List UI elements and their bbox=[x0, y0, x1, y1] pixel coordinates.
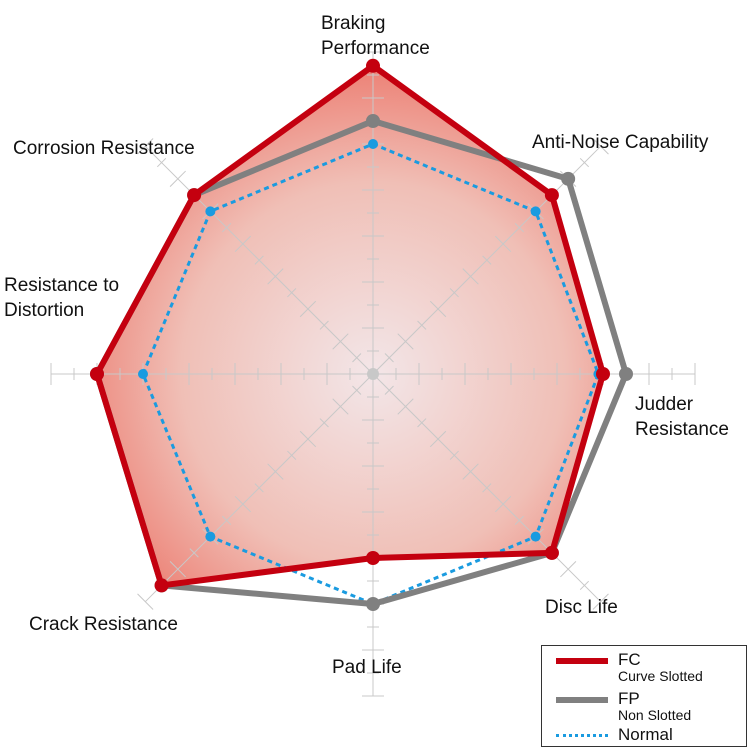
grid-tick bbox=[254, 255, 264, 265]
grid-tick bbox=[449, 288, 459, 298]
grid-tick bbox=[449, 450, 459, 460]
data-point-fc bbox=[187, 188, 202, 203]
legend-label-fp: FP bbox=[618, 689, 640, 708]
grid-tick bbox=[429, 300, 447, 318]
grid-tick bbox=[384, 385, 394, 395]
grid-tick bbox=[384, 353, 394, 363]
grid-tick bbox=[579, 157, 590, 168]
data-point-fc bbox=[544, 188, 559, 203]
grid-tick bbox=[234, 495, 252, 513]
grid-tick bbox=[319, 418, 329, 428]
axis-label-pad-life: Pad Life bbox=[332, 657, 402, 678]
grid-tick bbox=[494, 495, 512, 513]
axis-label-corrosion-resistance: Corrosion Resistance bbox=[13, 138, 195, 159]
grid-tick bbox=[417, 418, 427, 428]
series-line-normal bbox=[141, 142, 600, 606]
grid-tick bbox=[189, 548, 199, 558]
data-point-fc bbox=[90, 367, 104, 381]
grid-tick bbox=[169, 170, 186, 187]
data-point-fp bbox=[366, 114, 380, 128]
grid-tick bbox=[592, 138, 609, 155]
legend-swatch-fp bbox=[556, 697, 608, 703]
grid-tick bbox=[332, 333, 349, 350]
grid-tick bbox=[156, 157, 167, 168]
fc-area-fill bbox=[97, 65, 603, 586]
grid-tick bbox=[462, 268, 479, 285]
grid-tick bbox=[352, 385, 362, 395]
grid-tick bbox=[169, 561, 186, 578]
data-point-fp bbox=[366, 597, 380, 611]
data-point-fp bbox=[561, 171, 576, 186]
grid-tick bbox=[332, 398, 349, 415]
data-point-normal bbox=[205, 531, 216, 542]
legend-sub-fp: Non Slotted bbox=[618, 707, 692, 723]
data-point-fc bbox=[544, 545, 559, 560]
legend-label-normal: Normal bbox=[618, 725, 673, 744]
grid-tick bbox=[397, 398, 414, 415]
grid-tick bbox=[137, 138, 154, 155]
grid-tick bbox=[397, 333, 414, 350]
center-point bbox=[367, 368, 379, 380]
data-point-normal bbox=[368, 139, 378, 149]
grid-tick bbox=[592, 593, 609, 610]
grid-tick bbox=[222, 223, 232, 233]
grid-tick bbox=[287, 450, 297, 460]
legend-sub-fc: Curve Slotted bbox=[618, 668, 703, 684]
axis-label-crack-resistance: Crack Resistance bbox=[29, 614, 178, 635]
grid-tick bbox=[462, 463, 479, 480]
grid-tick bbox=[429, 430, 447, 448]
axis-label-disc-life: Disc Life bbox=[545, 597, 618, 618]
grid-tick bbox=[482, 483, 492, 493]
legend-swatch-fc bbox=[556, 658, 608, 664]
data-point-normal bbox=[530, 531, 541, 542]
legend: FC Curve Slotted FP Non Slotted Normal bbox=[541, 645, 747, 747]
grid-tick bbox=[287, 288, 297, 298]
grid-tick bbox=[299, 300, 317, 318]
axis-label-braking-performance: Braking Performance bbox=[321, 13, 430, 59]
data-point-fc bbox=[366, 58, 380, 73]
data-point-fc bbox=[596, 367, 610, 381]
grid-tick bbox=[319, 320, 329, 330]
grid-tick bbox=[417, 320, 427, 330]
grid-tick bbox=[514, 515, 524, 525]
data-point-fp bbox=[619, 367, 633, 381]
data-point-fc bbox=[154, 578, 169, 593]
grid-tick bbox=[514, 223, 524, 233]
grid-tick bbox=[579, 580, 590, 591]
data-point-normal bbox=[138, 369, 148, 379]
axis-label-anti-noise-capability: Anti-Noise Capability bbox=[532, 132, 709, 153]
grid-tick bbox=[352, 353, 362, 363]
grid-tick bbox=[494, 235, 512, 253]
grid-tick bbox=[137, 593, 154, 610]
grid-tick bbox=[267, 268, 284, 285]
axis-label-judder-resistance: Judder Resistance bbox=[635, 394, 729, 440]
axis-label-resistance-to-distortion: Resistance to Distortion bbox=[4, 275, 120, 321]
grid-tick bbox=[560, 561, 577, 578]
grid-tick bbox=[482, 255, 492, 265]
grid-tick bbox=[299, 430, 317, 448]
grid-tick bbox=[222, 515, 232, 525]
data-point-fc bbox=[366, 551, 380, 565]
legend-swatch-normal bbox=[556, 734, 608, 737]
data-point-normal bbox=[530, 206, 541, 217]
grid-tick bbox=[267, 463, 284, 480]
data-point-normal bbox=[205, 206, 216, 217]
legend-label-fc: FC bbox=[618, 650, 641, 669]
grid-tick bbox=[254, 483, 264, 493]
grid-tick bbox=[234, 235, 252, 253]
